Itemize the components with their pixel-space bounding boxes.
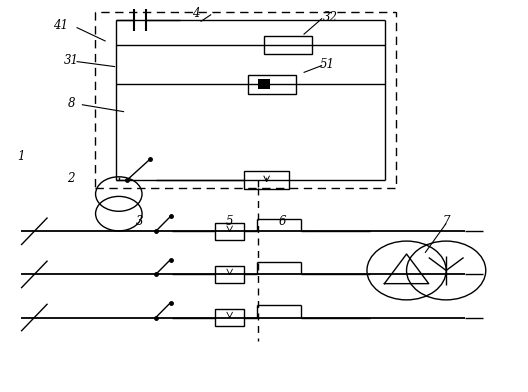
Bar [215,223,244,240]
Text: 7: 7 [442,215,450,228]
Text: 41: 41 [53,19,68,32]
Text: 1: 1 [17,150,25,163]
Text: 4: 4 [192,7,199,20]
Text: 3: 3 [136,215,144,228]
Text: 8: 8 [68,97,75,111]
Bar [215,266,244,283]
Bar [95,12,396,188]
Bar [258,79,270,89]
Text: 2: 2 [68,172,75,185]
Bar [244,171,289,189]
Text: 32: 32 [323,11,337,24]
Text: 51: 51 [320,58,335,71]
Bar [215,309,244,326]
Bar [264,36,312,54]
Text: 6: 6 [279,215,286,228]
Text: 31: 31 [64,54,79,67]
Bar [248,75,296,94]
Text: 5: 5 [226,215,233,228]
